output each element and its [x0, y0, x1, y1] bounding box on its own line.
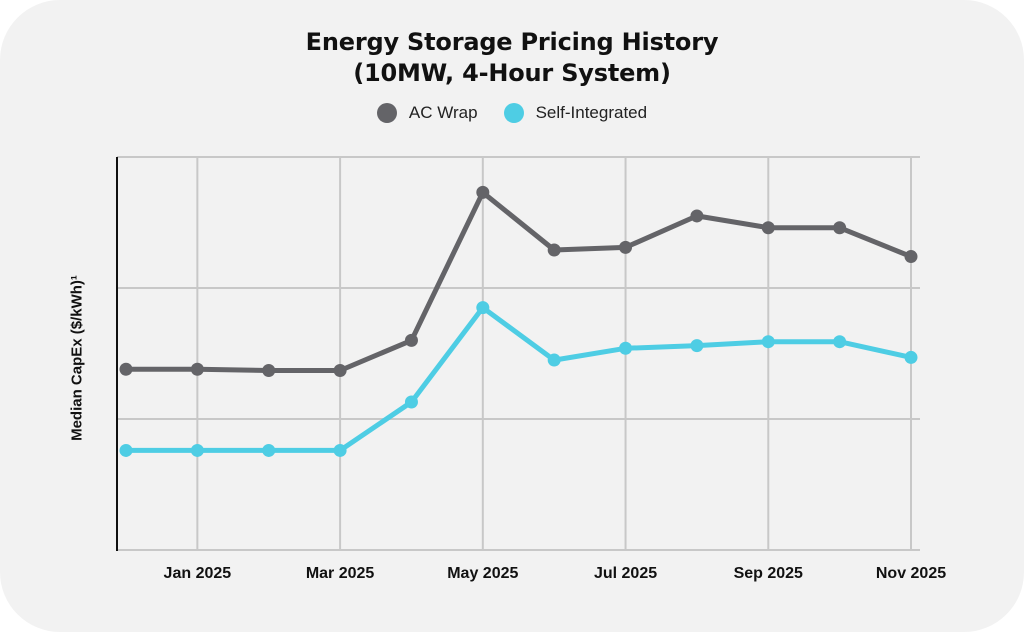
data-point-ac-wrap: [190, 362, 204, 376]
legend-marker-self-integrated: [503, 103, 524, 123]
data-point-ac-wrap: [333, 364, 347, 378]
data-point-self-integrated: [190, 443, 204, 457]
x-tick-label: Nov 2025: [876, 565, 946, 582]
series-line-ac-wrap: [126, 189, 912, 373]
x-tick-label: May 2025: [447, 565, 518, 582]
data-point-self-integrated: [333, 443, 347, 457]
data-point-ac-wrap: [119, 362, 133, 376]
data-point-self-integrated: [404, 395, 418, 409]
data-point-self-integrated: [833, 335, 847, 349]
series-lines: [126, 189, 912, 453]
x-tick-label: Mar 2025: [306, 565, 375, 582]
data-point-self-integrated: [119, 443, 133, 457]
data-point-ac-wrap: [476, 185, 490, 199]
legend-marker-ac-wrap: [376, 103, 397, 123]
data-point-self-integrated: [262, 443, 276, 457]
legend: AC Wrap Self-Integrated: [0, 103, 1024, 123]
data-point-self-integrated: [547, 353, 561, 367]
grid: [117, 156, 920, 550]
data-point-self-integrated: [690, 339, 704, 353]
x-tick-label: Sep 2025: [734, 565, 803, 582]
data-point-ac-wrap: [619, 240, 633, 254]
data-point-self-integrated: [761, 335, 775, 349]
x-tick-label: Jan 2025: [164, 565, 232, 582]
data-point-ac-wrap: [833, 221, 847, 235]
chart-title: Energy Storage Pricing History (10MW, 4-…: [0, 27, 1024, 89]
axes: [116, 157, 920, 551]
legend-label-self-integrated: Self-Integrated: [535, 103, 648, 122]
legend-label-ac-wrap: AC Wrap: [408, 103, 478, 122]
data-point-self-integrated: [904, 350, 918, 364]
data-point-ac-wrap: [761, 221, 775, 235]
data-point-ac-wrap: [262, 364, 276, 378]
data-point-self-integrated: [619, 341, 633, 355]
legend-item-ac-wrap[interactable]: AC Wrap: [376, 103, 478, 123]
x-tick-labels: Jan 2025 Mar 2025 May 2025 Jul 2025 Sep 2025…: [164, 565, 947, 582]
chart-title-line2: (10MW, 4-Hour System): [353, 59, 671, 87]
data-point-ac-wrap: [547, 243, 561, 257]
data-point-ac-wrap: [404, 333, 418, 347]
data-point-self-integrated: [476, 301, 490, 315]
data-point-ac-wrap: [690, 209, 704, 223]
x-tick-label: Jul 2025: [594, 565, 657, 582]
series-line-self-integrated: [126, 305, 912, 453]
series-points: [119, 185, 918, 457]
legend-item-self-integrated[interactable]: Self-Integrated: [503, 103, 648, 123]
chart-title-line1: Energy Storage Pricing History: [305, 28, 719, 56]
data-point-ac-wrap: [904, 250, 918, 264]
